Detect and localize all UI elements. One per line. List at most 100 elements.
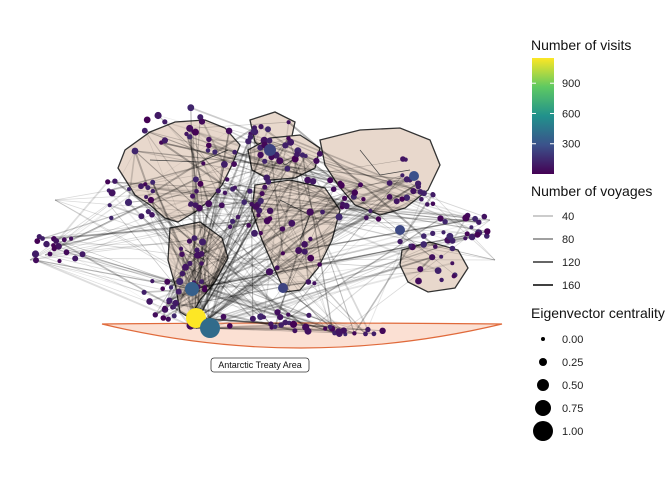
port-node: [232, 149, 238, 155]
voyage-edge: [260, 180, 314, 202]
port-node: [166, 297, 173, 304]
port-node: [408, 243, 413, 248]
port-node: [280, 251, 285, 256]
port-node: [415, 183, 421, 190]
voyage-edge: [301, 154, 333, 329]
port-node: [231, 161, 238, 168]
port-node: [450, 261, 455, 266]
port-node: [307, 254, 315, 262]
port-node: [291, 155, 299, 163]
visits-tick-label: 600: [562, 108, 580, 120]
port-node: [220, 313, 227, 320]
voyage-edge: [195, 228, 283, 290]
port-node: [150, 188, 155, 194]
voyage-edge: [199, 116, 226, 165]
voyage-edge: [195, 191, 211, 329]
port-node: [241, 199, 247, 205]
voyage-edge: [195, 196, 390, 319]
legend-visits-title: Number of visits: [531, 37, 631, 53]
port-node: [224, 177, 230, 182]
port-node: [335, 328, 343, 335]
port-node: [287, 138, 295, 146]
voyage-edge: [209, 154, 262, 290]
voyage-edge: [181, 253, 211, 290]
port-node: [474, 231, 481, 238]
voyage-edge: [195, 203, 210, 290]
voyage-edge: [54, 199, 272, 328]
voyage-edge: [107, 181, 233, 190]
port-node: [178, 246, 184, 251]
voyage-edge: [151, 214, 491, 221]
port-node: [446, 232, 454, 240]
voyage-edge: [209, 288, 340, 333]
voyage-edge: [127, 150, 136, 203]
port-node: [294, 151, 300, 158]
voyage-edge: [195, 164, 226, 290]
port-node: [146, 298, 153, 305]
voyage-edge: [35, 259, 145, 293]
port-node: [462, 214, 470, 222]
voyage-edge: [232, 153, 298, 190]
port-node: [36, 234, 42, 240]
voyage-edge: [288, 137, 425, 194]
voyage-edge: [114, 180, 307, 328]
voyage-edge: [191, 182, 390, 329]
voyage-edge: [209, 288, 309, 316]
port-node: [233, 185, 237, 190]
port-node: [251, 229, 258, 237]
voyage-edge: [250, 136, 254, 319]
voyage-edge: [109, 204, 211, 329]
voyage-edge: [191, 288, 340, 335]
port-node: [222, 190, 228, 195]
port-node: [313, 157, 320, 164]
port-node: [51, 246, 57, 252]
port-node: [429, 254, 436, 261]
port-node: [316, 150, 323, 157]
voyage-edge: [274, 217, 441, 328]
voyage-edge: [196, 249, 289, 315]
voyage-edge: [195, 179, 466, 219]
hub-node: [200, 318, 220, 338]
voyage-edge: [195, 200, 397, 329]
voyage-edge: [195, 214, 260, 329]
port-node: [227, 323, 233, 329]
voyage-edge: [191, 215, 259, 329]
voyages-legend-label: 160: [562, 280, 580, 292]
port-node: [105, 179, 111, 185]
port-node: [108, 189, 116, 197]
voyage-edge: [195, 182, 341, 329]
voyage-edge: [107, 180, 476, 220]
voyage-edge: [344, 197, 433, 258]
voyage-edge: [268, 271, 289, 315]
voyage-edge: [173, 286, 206, 308]
voyage-edge: [266, 177, 306, 252]
voyage-edge: [42, 210, 260, 239]
port-node: [400, 173, 405, 178]
port-node: [286, 136, 291, 141]
voyage-edge: [189, 236, 473, 327]
voyage-edge: [192, 195, 231, 228]
centrality-legend-key: [539, 358, 547, 366]
voyage-edge: [151, 192, 424, 216]
port-node: [308, 236, 313, 242]
port-node: [72, 255, 79, 262]
port-node: [201, 161, 206, 166]
port-node: [171, 305, 176, 310]
port-node: [262, 158, 268, 164]
port-node: [34, 238, 41, 245]
port-node: [421, 233, 427, 239]
port-node: [417, 266, 424, 273]
port-node: [330, 186, 337, 192]
port-node: [393, 198, 400, 205]
port-node: [434, 267, 442, 274]
port-node: [463, 236, 468, 241]
voyage-edge: [161, 141, 341, 184]
port-node: [289, 320, 298, 328]
port-node: [141, 127, 148, 134]
voyage-edge: [147, 211, 193, 319]
voyage-edge: [111, 150, 136, 194]
port-node: [352, 331, 357, 336]
voyage-edge: [204, 256, 442, 291]
port-node: [160, 315, 167, 321]
voyage-edge: [209, 256, 433, 329]
